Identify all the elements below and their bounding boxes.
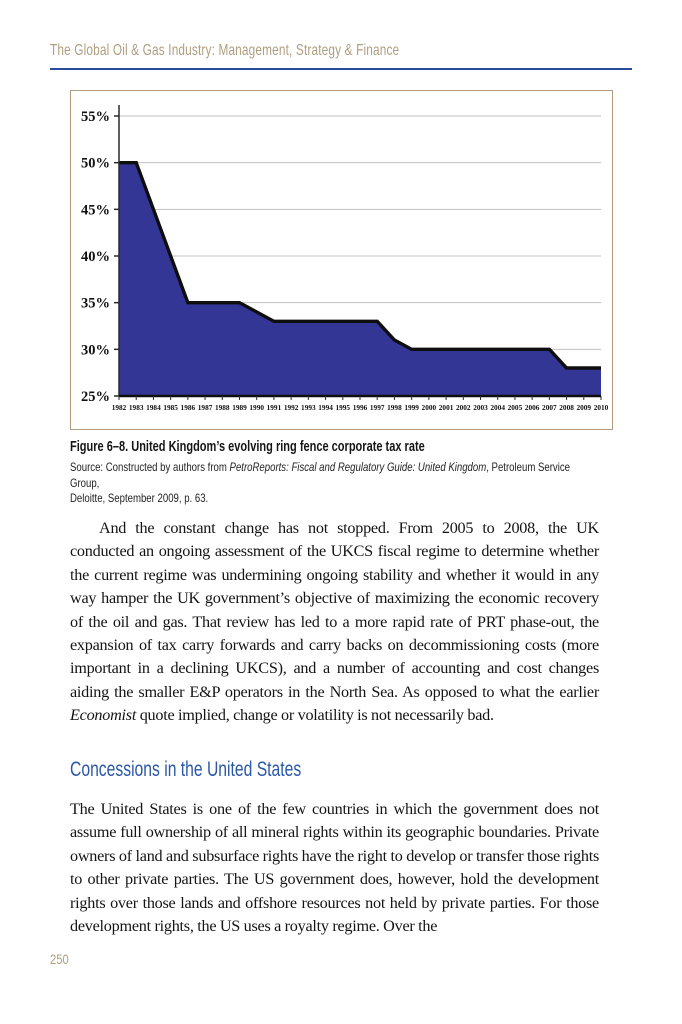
svg-text:2009: 2009 (576, 403, 591, 412)
paragraph-2: The United States is one of the few coun… (70, 800, 599, 936)
svg-text:2008: 2008 (559, 403, 574, 412)
svg-text:1991: 1991 (267, 403, 282, 412)
figure-6-8-chart-box: 25% 30% 35% 40% 45% 50% 55% 1982 1983 1984 1985 198… (70, 90, 613, 430)
source-line2: Deloitte, September 2009, p. 63. (70, 491, 209, 505)
source-title-italic: PetroReports: Fiscal and Regulatory Guid… (229, 460, 487, 474)
figure-source: Source: Constructed by authors from Petr… (70, 460, 598, 507)
svg-text:1985: 1985 (163, 403, 178, 412)
svg-text:2001: 2001 (439, 403, 454, 412)
svg-text:2000: 2000 (422, 403, 437, 412)
svg-text:2004: 2004 (490, 403, 505, 412)
svg-text:35%: 35% (81, 296, 110, 312)
svg-text:1997: 1997 (370, 403, 385, 412)
svg-text:2006: 2006 (525, 403, 540, 412)
figure-caption: Figure 6–8. United Kingdom’s evolving ri… (70, 439, 425, 455)
economist-italic: Economist (70, 706, 137, 725)
running-header: The Global Oil & Gas Industry: Managemen… (50, 42, 522, 60)
source-suffix: , Petroleum Service Group, (70, 460, 570, 490)
svg-text:1996: 1996 (353, 403, 368, 412)
svg-text:1986: 1986 (181, 403, 196, 412)
svg-text:2003: 2003 (473, 403, 488, 412)
svg-text:1992: 1992 (284, 403, 299, 412)
svg-text:1984: 1984 (146, 403, 161, 412)
svg-text:2005: 2005 (508, 403, 523, 412)
svg-text:1995: 1995 (335, 403, 350, 412)
svg-text:2002: 2002 (456, 403, 471, 412)
running-header-text: The Global Oil & Gas Industry: Managemen… (50, 42, 400, 59)
svg-text:1983: 1983 (129, 403, 144, 412)
svg-text:2007: 2007 (542, 403, 557, 412)
svg-text:1990: 1990 (249, 403, 264, 412)
tax-rate-area-chart: 25% 30% 35% 40% 45% 50% 55% 1982 1983 1984 1985 198… (71, 91, 612, 434)
svg-text:55%: 55% (81, 109, 110, 125)
section-heading: Concessions in the United States (70, 757, 302, 781)
source-prefix: Source: Constructed by authors from (70, 460, 230, 474)
svg-text:30%: 30% (81, 342, 110, 358)
svg-text:1994: 1994 (318, 403, 333, 412)
svg-text:45%: 45% (81, 202, 110, 218)
svg-text:1987: 1987 (198, 403, 213, 412)
svg-text:1993: 1993 (301, 403, 316, 412)
svg-text:40%: 40% (81, 249, 110, 265)
header-rule (50, 68, 632, 70)
page-number: 250 (50, 951, 69, 967)
svg-text:50%: 50% (81, 156, 110, 172)
svg-text:1999: 1999 (404, 403, 419, 412)
svg-text:25%: 25% (81, 389, 110, 405)
svg-text:1988: 1988 (215, 403, 230, 412)
svg-text:1989: 1989 (232, 403, 247, 412)
paragraph-1: And the constant change has not stopped.… (70, 519, 599, 725)
svg-text:1982: 1982 (112, 403, 127, 412)
svg-text:1998: 1998 (387, 403, 402, 412)
svg-text:2010: 2010 (594, 403, 609, 412)
